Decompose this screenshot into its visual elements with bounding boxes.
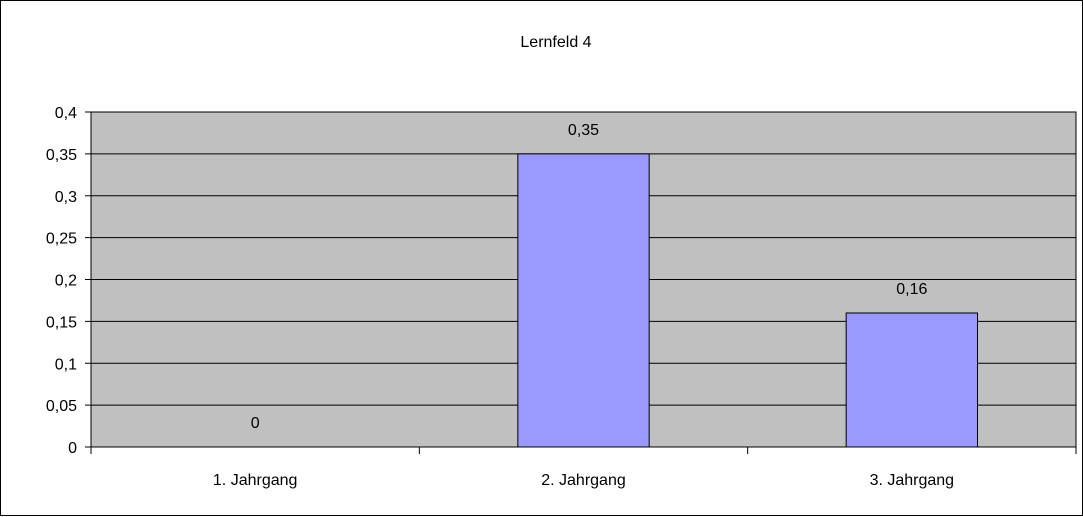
data-label: 0,35 xyxy=(568,122,599,139)
y-tick-label: 0,3 xyxy=(55,189,77,206)
x-tick-label: 2. Jahrgang xyxy=(541,472,626,489)
y-tick-label: 0,1 xyxy=(55,356,77,373)
y-tick-label: 0,05 xyxy=(46,398,77,415)
axes xyxy=(85,111,1077,454)
y-tick-label: 0,25 xyxy=(46,231,77,248)
chart-title: Lernfeld 4 xyxy=(520,34,591,51)
y-tick-label: 0,4 xyxy=(55,105,77,122)
labels: 0 0,05 0,1 0,15 0,2 0,25 0,3 0,35 0,4 0 1. Jahrgan… xyxy=(46,105,954,489)
x-tick-label: 1. Jahrgang xyxy=(213,472,298,489)
bars xyxy=(517,153,979,448)
y-tick-label: 0 xyxy=(68,440,77,457)
y-tick-label: 0,35 xyxy=(46,147,77,164)
bar xyxy=(517,153,650,448)
bar xyxy=(845,312,979,448)
data-label: 0,16 xyxy=(896,281,927,298)
x-tick-label: 3. Jahrgang xyxy=(870,472,955,489)
data-label: 0 xyxy=(251,415,260,432)
y-tick-label: 0,15 xyxy=(46,314,77,331)
y-tick-label: 0,2 xyxy=(55,273,77,290)
